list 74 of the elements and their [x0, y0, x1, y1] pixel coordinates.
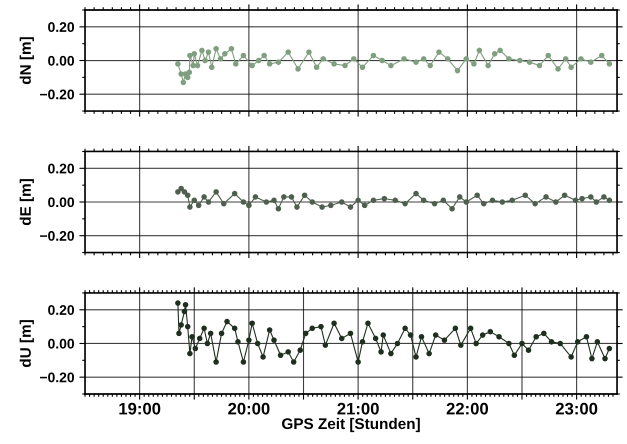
point	[302, 192, 308, 198]
y-axis-title: dU [m]	[20, 320, 34, 368]
point	[206, 199, 212, 205]
point	[319, 204, 325, 210]
point	[509, 198, 515, 204]
y-axis-title: dE [m]	[20, 179, 34, 226]
point	[601, 194, 607, 200]
point	[474, 192, 480, 198]
point	[606, 198, 612, 204]
y-tick-label: 0.20	[48, 164, 74, 174]
point	[588, 194, 594, 200]
y-tick-label: 0.20	[48, 22, 74, 32]
y-tick-label: 0.00	[48, 197, 74, 208]
point	[490, 198, 496, 204]
point	[232, 190, 238, 196]
y-tick-label: −0.20	[40, 231, 74, 241]
point	[562, 192, 568, 198]
point	[480, 200, 487, 206]
point	[355, 198, 361, 204]
point	[440, 198, 446, 204]
point	[178, 186, 184, 192]
point	[281, 194, 287, 200]
point	[382, 196, 388, 202]
point	[432, 200, 438, 206]
y-tick-label: 0.00	[48, 56, 74, 66]
y-tick-label: 0.00	[48, 338, 74, 349]
point	[572, 198, 578, 204]
point	[420, 198, 426, 204]
point	[187, 204, 193, 210]
point	[246, 202, 252, 208]
point	[348, 204, 354, 210]
x-tick-label: 19:00	[119, 402, 160, 415]
point	[271, 198, 277, 204]
point	[532, 200, 538, 206]
point	[449, 206, 455, 212]
point	[240, 199, 246, 205]
y-tick-label: −0.20	[40, 372, 74, 382]
point	[522, 192, 528, 198]
point	[182, 189, 188, 195]
point	[338, 199, 345, 205]
point	[370, 198, 376, 204]
point	[175, 189, 181, 195]
point	[213, 189, 219, 195]
point	[264, 199, 270, 205]
point	[184, 192, 190, 198]
x-tick-label: 21:00	[337, 402, 379, 415]
point	[392, 198, 398, 204]
y-axis-title: dN [m]	[20, 37, 34, 84]
point	[276, 206, 282, 212]
point	[413, 190, 419, 196]
x-axis-title: GPS Zeit [Stunden]	[282, 418, 420, 432]
point	[456, 194, 462, 200]
point	[288, 194, 294, 200]
point	[500, 199, 506, 205]
point	[553, 199, 559, 205]
point	[252, 194, 258, 200]
point	[309, 199, 316, 205]
point	[220, 200, 227, 206]
point	[191, 198, 198, 204]
point	[201, 194, 207, 200]
point	[402, 200, 408, 206]
point	[362, 202, 368, 208]
point	[579, 196, 585, 202]
x-tick-label: 20:00	[228, 402, 270, 415]
point	[543, 194, 549, 200]
point	[196, 202, 202, 208]
point	[464, 199, 470, 205]
point	[593, 199, 600, 205]
x-tick-label: 22:00	[446, 402, 488, 415]
y-tick-label: −0.20	[40, 90, 74, 100]
point	[328, 202, 334, 208]
y-tick-label: 0.20	[48, 305, 74, 315]
point	[294, 204, 300, 210]
x-tick-label: 23:00	[556, 402, 598, 415]
